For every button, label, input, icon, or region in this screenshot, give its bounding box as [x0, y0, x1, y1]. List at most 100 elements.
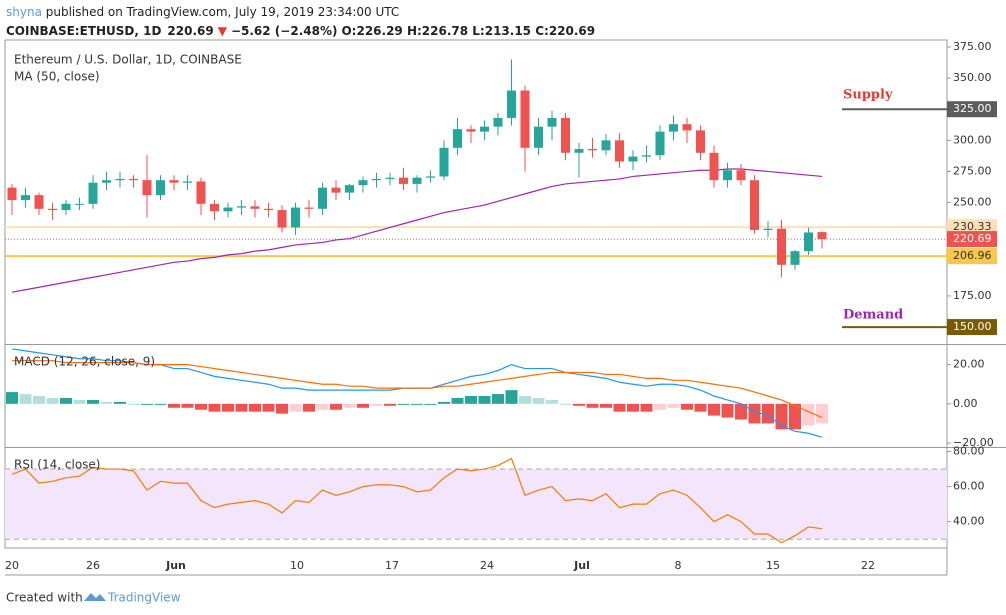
rsi-band: [5, 469, 947, 540]
level-label: 220.69: [953, 232, 992, 245]
histogram-bar: [208, 403, 221, 412]
level-box: [947, 231, 997, 248]
histogram-bar: [654, 403, 666, 410]
candle-body: [102, 180, 111, 183]
candle-body: [196, 181, 206, 204]
candle-body: [399, 177, 408, 184]
y-tick-label: 0.00: [953, 397, 978, 410]
histogram-bar: [6, 392, 18, 404]
x-tick-label: 22: [861, 559, 875, 572]
candle-body: [223, 207, 233, 212]
histogram-bar: [87, 399, 99, 404]
candle-body: [547, 117, 557, 127]
histogram-bar: [478, 396, 491, 404]
histogram-bar: [127, 403, 140, 405]
histogram-bar: [33, 396, 45, 404]
histogram-bar: [505, 390, 518, 404]
level-label: 206.96: [953, 249, 992, 262]
candle-body: [817, 232, 827, 240]
candle-body: [453, 129, 462, 148]
symbol: COINBASE:ETHUSD, 1D: [6, 24, 161, 38]
histogram-bar: [100, 401, 113, 404]
pane-title: RSI (14, close): [14, 458, 100, 472]
histogram-bar: [789, 403, 801, 430]
histogram-bar: [748, 403, 761, 424]
last-price: 220.69: [167, 24, 213, 38]
candle-body: [291, 207, 300, 228]
histogram-bar: [60, 397, 72, 404]
candle-body: [304, 207, 314, 209]
candle-body: [250, 206, 260, 209]
candle-body: [709, 152, 719, 181]
arrow: ▼: [218, 24, 228, 38]
histogram-bar: [667, 403, 680, 408]
level-label: 230.33: [953, 220, 992, 233]
symbol-line: COINBASE:ETHUSD, 1D 220.69 ▼ −5.62 (−2.48%)…: [6, 24, 595, 38]
x-tick-label: 10: [290, 559, 304, 572]
x-tick-label: 26: [86, 559, 100, 572]
histogram-bar: [694, 403, 707, 412]
candle-body: [439, 147, 449, 177]
logo: [84, 593, 106, 601]
histogram-bar: [465, 396, 477, 404]
histogram-bar: [357, 403, 369, 408]
candle-body: [21, 195, 30, 201]
y-tick-label: 300.00: [953, 133, 992, 146]
candle-body: [61, 203, 71, 211]
y-tick-label: 40.00: [953, 515, 985, 528]
histogram-bar: [397, 403, 410, 405]
x-tick-label: 15: [766, 559, 780, 572]
histogram-bar: [316, 403, 329, 410]
y-tick-label: 250.00: [953, 196, 992, 209]
candle-body: [574, 149, 584, 153]
ma-line: [11, 168, 823, 293]
candle-body: [588, 149, 597, 151]
candle-body: [615, 140, 624, 162]
annotation: Supply: [843, 88, 893, 103]
y-tick-label: 80.00: [953, 445, 985, 458]
level-box: [947, 248, 997, 265]
candle-body: [277, 210, 287, 228]
histogram-bar: [343, 403, 356, 408]
candle-body: [561, 117, 570, 153]
histogram-bar: [613, 403, 626, 412]
histogram-bar: [721, 403, 734, 418]
candle-body: [763, 228, 773, 230]
candle-body: [318, 187, 327, 209]
candle-body: [345, 185, 354, 193]
histogram-bar: [154, 403, 167, 405]
histogram-bar: [195, 403, 207, 410]
histogram-bar: [532, 397, 545, 404]
histogram-bar: [802, 403, 815, 426]
level-box: [947, 319, 997, 336]
macd-line: [12, 360, 823, 419]
histogram-bar: [438, 401, 450, 404]
x-tick-label: Jul: [573, 559, 590, 572]
candle-body: [804, 232, 813, 252]
legend-entry: MA (50, close): [14, 70, 100, 84]
candle-body: [412, 177, 422, 184]
histogram-bar: [73, 399, 86, 404]
candle-body: [628, 156, 638, 162]
histogram-bar: [424, 403, 437, 405]
histogram-bar: [451, 397, 464, 404]
y-tick-label: 20.00: [953, 358, 985, 371]
level-box: [947, 219, 997, 236]
published: published on TradingView.com, July 19, 2…: [42, 5, 399, 19]
candle-body: [682, 124, 692, 131]
footer-brand: TradingView: [107, 591, 181, 605]
level-box: [947, 101, 997, 118]
histogram-bar: [114, 401, 126, 404]
candle-body: [115, 178, 125, 181]
ohlc: O:226.29 H:226.78 L:213.15 C:220.69: [341, 24, 595, 38]
y-tick-label: 175.00: [953, 289, 992, 302]
candle-body: [75, 203, 84, 205]
histogram-bar: [330, 403, 342, 410]
histogram-bar: [168, 403, 180, 408]
candle-body: [601, 140, 611, 151]
candle-body: [426, 176, 435, 178]
candle-body: [129, 178, 138, 181]
candle-body: [723, 170, 732, 181]
level-label: 150.00: [953, 320, 992, 333]
y-tick-label: 375.00: [953, 40, 992, 53]
